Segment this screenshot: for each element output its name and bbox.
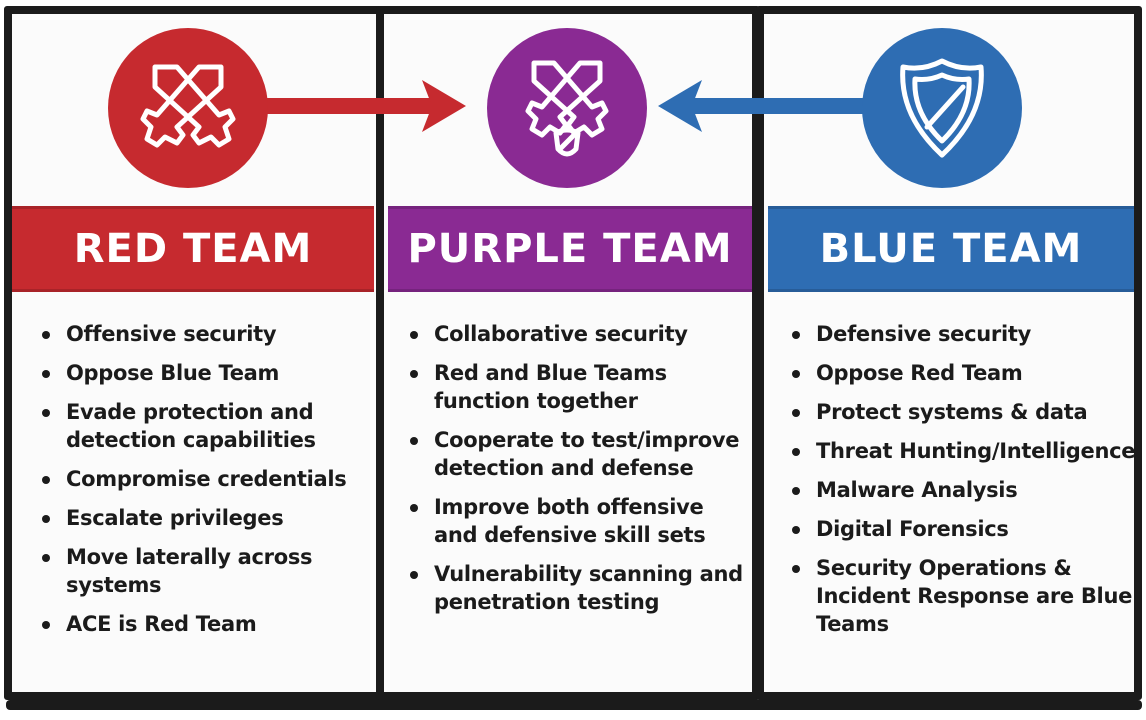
bullet-icon bbox=[410, 571, 418, 579]
list-item: Escalate privileges bbox=[40, 504, 370, 532]
purple-team-icon-circle bbox=[487, 28, 647, 188]
list-item: Defensive security bbox=[790, 320, 1136, 348]
bullet-icon bbox=[410, 370, 418, 378]
red-team-icon-circle bbox=[108, 28, 268, 188]
list-item: Offensive security bbox=[40, 320, 370, 348]
list-item-text: Evade protection and detection capabilit… bbox=[66, 400, 316, 452]
list-item: Move laterally across systems bbox=[40, 543, 370, 599]
bullet-icon bbox=[410, 437, 418, 445]
list-item-text: Security Operations & Incident Response … bbox=[816, 556, 1133, 636]
list-item: Oppose Red Team bbox=[790, 359, 1136, 387]
list-item: Collaborative security bbox=[408, 320, 748, 348]
crossed-swords-shield-icon bbox=[525, 60, 609, 157]
list-item: Improve both offensive and defensive ski… bbox=[408, 493, 748, 549]
list-item-text: Improve both offensive and defensive ski… bbox=[434, 495, 706, 547]
crossed-swords-icon bbox=[140, 64, 236, 148]
list-item: Oppose Blue Team bbox=[40, 359, 370, 387]
blue-team-list: Defensive security Oppose Red Team Prote… bbox=[790, 320, 1136, 649]
list-item: Compromise credentials bbox=[40, 465, 370, 493]
list-item: Vulnerability scanning and penetration t… bbox=[408, 560, 748, 616]
bullet-icon bbox=[42, 554, 50, 562]
bullet-icon bbox=[42, 409, 50, 417]
list-item-text: Red and Blue Teams function together bbox=[434, 361, 667, 413]
red-team-title: RED TEAM bbox=[12, 206, 374, 292]
list-item: Protect systems & data bbox=[790, 398, 1136, 426]
arrow-right-icon bbox=[262, 80, 466, 132]
list-item-text: Offensive security bbox=[66, 322, 277, 346]
list-item-text: Threat Hunting/Intelligence bbox=[816, 439, 1136, 463]
list-item-text: Cooperate to test/improve detection and … bbox=[434, 428, 740, 480]
bullet-icon bbox=[410, 331, 418, 339]
bullet-icon bbox=[410, 504, 418, 512]
list-item: Security Operations & Incident Response … bbox=[790, 554, 1136, 638]
list-item: Malware Analysis bbox=[790, 476, 1136, 504]
list-item-text: Collaborative security bbox=[434, 322, 688, 346]
bullet-icon bbox=[42, 476, 50, 484]
list-item-text: Oppose Red Team bbox=[816, 361, 1023, 385]
bullet-icon bbox=[792, 487, 800, 495]
shield-icon bbox=[900, 58, 984, 158]
list-item-text: Vulnerability scanning and penetration t… bbox=[434, 562, 743, 614]
list-item-text: Oppose Blue Team bbox=[66, 361, 280, 385]
red-team-list: Offensive security Oppose Blue Team Evad… bbox=[40, 320, 370, 649]
list-item-text: Protect systems & data bbox=[816, 400, 1088, 424]
arrow-left-icon bbox=[658, 80, 864, 132]
bullet-icon bbox=[792, 331, 800, 339]
list-item-text: Escalate privileges bbox=[66, 506, 284, 530]
list-item-text: Compromise credentials bbox=[66, 467, 347, 491]
purple-team-title: PURPLE TEAM bbox=[388, 206, 752, 292]
list-item-text: Digital Forensics bbox=[816, 517, 1009, 541]
list-item-text: Malware Analysis bbox=[816, 478, 1018, 502]
list-item: ACE is Red Team bbox=[40, 610, 370, 638]
list-item: Digital Forensics bbox=[790, 515, 1136, 543]
list-item: Cooperate to test/improve detection and … bbox=[408, 426, 748, 482]
list-item-text: ACE is Red Team bbox=[66, 612, 257, 636]
bullet-icon bbox=[792, 370, 800, 378]
list-item-text: Move laterally across systems bbox=[66, 545, 313, 597]
bullet-icon bbox=[42, 370, 50, 378]
bullet-icon bbox=[42, 515, 50, 523]
list-item: Red and Blue Teams function together bbox=[408, 359, 748, 415]
list-item: Threat Hunting/Intelligence bbox=[790, 437, 1136, 465]
bullet-icon bbox=[792, 409, 800, 417]
blue-team-icon-circle bbox=[862, 28, 1022, 188]
bottom-border bbox=[6, 700, 1142, 710]
list-item: Evade protection and detection capabilit… bbox=[40, 398, 370, 454]
bullet-icon bbox=[792, 565, 800, 573]
blue-team-title: BLUE TEAM bbox=[768, 206, 1134, 292]
bullet-icon bbox=[792, 526, 800, 534]
bullet-icon bbox=[42, 621, 50, 629]
bullet-icon bbox=[792, 448, 800, 456]
list-item-text: Defensive security bbox=[816, 322, 1031, 346]
bullet-icon bbox=[42, 331, 50, 339]
purple-team-list: Collaborative security Red and Blue Team… bbox=[408, 320, 748, 627]
